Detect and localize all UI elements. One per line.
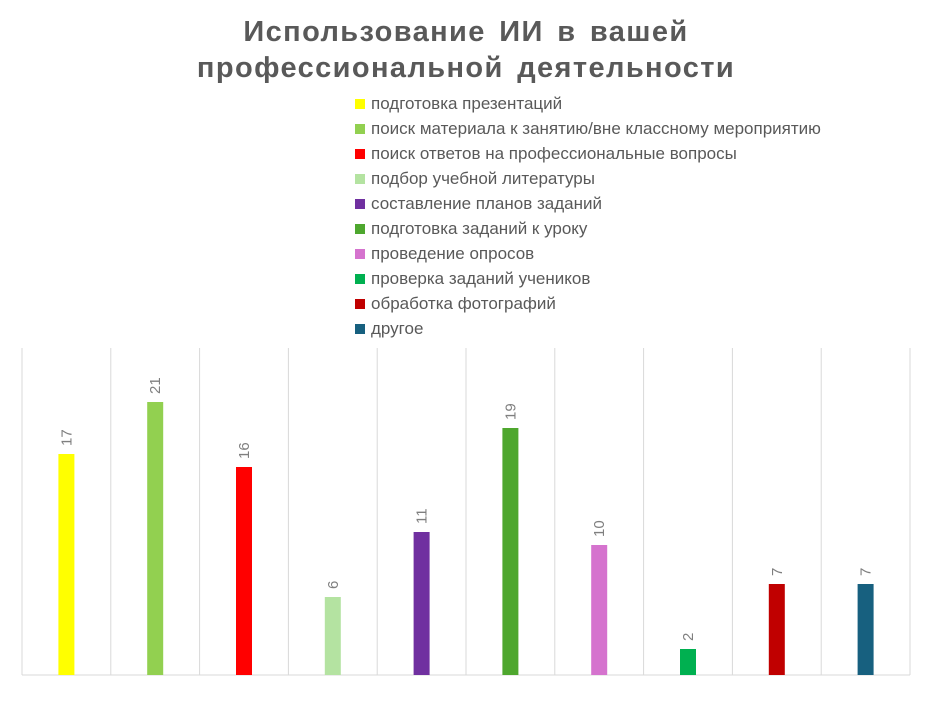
bar <box>413 532 430 675</box>
legend-label: поиск ответов на профессиональные вопрос… <box>371 143 737 163</box>
data-label: 2 <box>680 633 697 641</box>
chart-legend: подготовка презентаций поиск материала к … <box>355 91 821 341</box>
legend-label: проверка заданий учеников <box>371 268 591 288</box>
data-label: 11 <box>414 508 431 524</box>
legend-swatch <box>355 223 365 234</box>
legend-item: обработка фотографий <box>355 291 821 316</box>
legend-item: проверка заданий учеников <box>355 266 821 291</box>
bar <box>324 597 341 675</box>
bar <box>591 545 608 675</box>
data-label: 19 <box>502 403 519 420</box>
legend-item: проведение опросов <box>355 241 821 266</box>
legend-swatch <box>355 198 365 209</box>
data-label: 10 <box>591 520 608 537</box>
legend-swatch <box>355 323 365 334</box>
legend-swatch <box>355 98 365 109</box>
legend-item: составление планов заданий <box>355 191 821 216</box>
legend-swatch <box>355 173 365 184</box>
legend-swatch <box>355 273 365 284</box>
data-label: 21 <box>147 377 164 394</box>
legend-label: проведение опросов <box>371 243 535 263</box>
data-label: 17 <box>58 429 75 446</box>
data-label: 6 <box>325 581 342 589</box>
legend-item: поиск ответов на профессиональные вопрос… <box>355 141 821 166</box>
data-label: 7 <box>769 568 786 576</box>
legend-label: составление планов заданий <box>371 193 602 213</box>
legend-item: подготовка презентаций <box>355 91 821 116</box>
chart-title: Использование ИИ в вашей профессионально… <box>0 14 932 86</box>
legend-label: другое <box>371 318 424 338</box>
legend-swatch <box>355 248 365 259</box>
legend-item: подбор учебной литературы <box>355 166 821 191</box>
chart-title-line-2: профессиональной деятельности <box>196 52 736 84</box>
chart-title-line-1: Использование ИИ в вашей <box>243 16 689 48</box>
bar <box>147 402 164 675</box>
legend-swatch <box>355 298 365 309</box>
legend-label: обработка фотографий <box>371 293 556 313</box>
bar <box>236 467 252 675</box>
legend-label: подбор учебной литературы <box>371 168 595 188</box>
bar <box>58 454 75 675</box>
legend-item: поиск материала к занятию/вне классному … <box>355 116 821 141</box>
legend-item: подготовка заданий к уроку <box>355 216 821 241</box>
data-label: 16 <box>236 442 253 459</box>
bar <box>502 428 519 675</box>
legend-label: подготовка презентаций <box>371 93 563 113</box>
bar <box>768 584 785 675</box>
legend-swatch <box>355 123 365 134</box>
bar <box>680 649 696 675</box>
legend-label: поиск материала к занятию/вне классному … <box>371 118 821 138</box>
legend-item: другое <box>355 316 821 341</box>
bar <box>857 584 874 675</box>
legend-swatch <box>355 148 365 159</box>
data-label: 7 <box>858 568 875 576</box>
legend-label: подготовка заданий к уроку <box>371 218 588 238</box>
